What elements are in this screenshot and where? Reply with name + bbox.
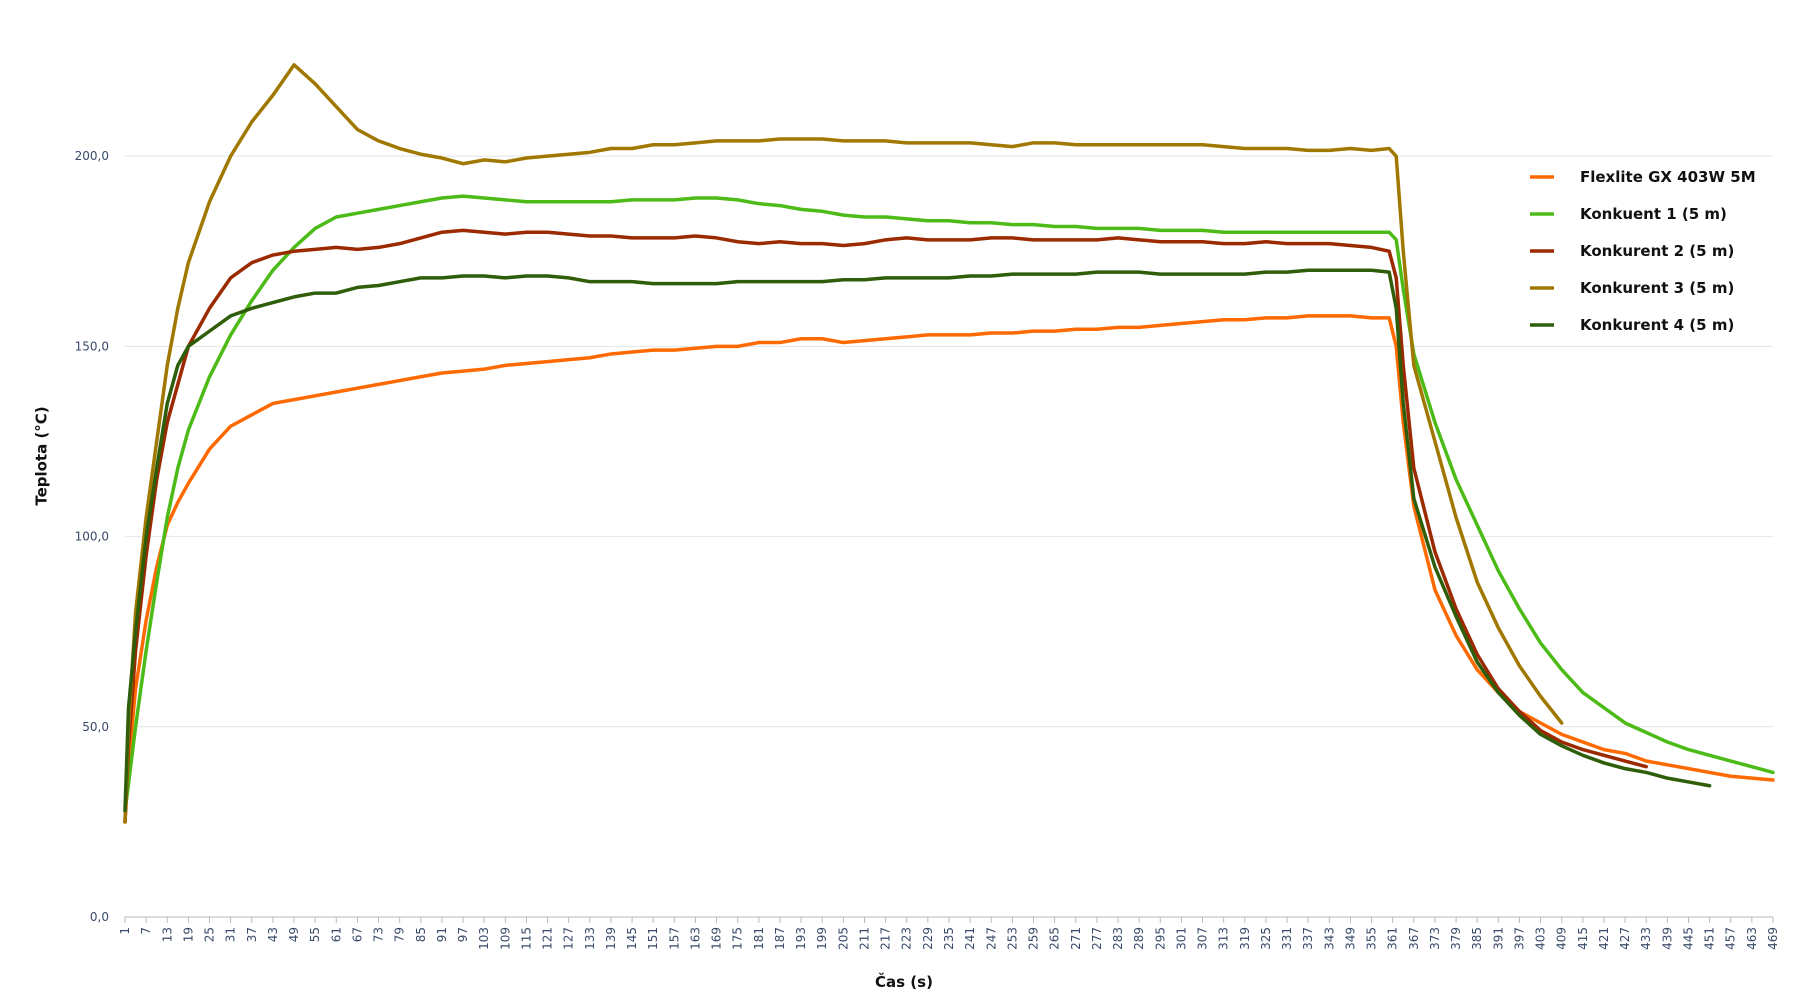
x-tick-label: 451 bbox=[1703, 927, 1717, 950]
x-tick-label: 175 bbox=[731, 927, 745, 950]
y-tick-label: 100,0 bbox=[75, 530, 109, 544]
x-tick-label: 433 bbox=[1639, 927, 1653, 950]
x-tick-label: 223 bbox=[900, 927, 914, 950]
x-tick-label: 97 bbox=[456, 927, 470, 942]
x-tick-label: 49 bbox=[287, 927, 301, 942]
x-tick-label: 463 bbox=[1745, 927, 1759, 950]
x-tick-label: 247 bbox=[984, 927, 998, 950]
x-tick-label: 445 bbox=[1681, 927, 1695, 950]
x-tick-label: 277 bbox=[1090, 927, 1104, 950]
x-tick-label: 295 bbox=[1153, 927, 1167, 950]
x-tick-label: 115 bbox=[519, 927, 533, 950]
series-line bbox=[123, 194, 1775, 813]
x-tick-label: 403 bbox=[1534, 927, 1548, 950]
x-tick-label: 19 bbox=[181, 927, 195, 942]
y-tick-label: 50,0 bbox=[82, 720, 109, 734]
x-tick-label: 289 bbox=[1132, 927, 1146, 950]
x-tick-label: 217 bbox=[879, 927, 893, 950]
y-axis-title: Teplota (°C) bbox=[33, 406, 51, 505]
x-tick-label: 307 bbox=[1196, 927, 1210, 950]
x-tick-label: 145 bbox=[625, 927, 639, 950]
x-tick-label: 313 bbox=[1217, 927, 1231, 950]
x-tick-label: 103 bbox=[477, 927, 491, 950]
x-axis-title: Čas (s) bbox=[875, 972, 933, 991]
x-tick-label: 229 bbox=[921, 927, 935, 950]
x-tick-label: 343 bbox=[1322, 927, 1336, 950]
x-tick-label: 391 bbox=[1491, 927, 1505, 950]
x-tick-label: 37 bbox=[245, 927, 259, 942]
x-tick-label: 409 bbox=[1555, 927, 1569, 950]
x-tick-label: 31 bbox=[224, 927, 238, 942]
series-line bbox=[123, 314, 1775, 824]
x-tick-label: 193 bbox=[794, 927, 808, 950]
x-tick-label: 259 bbox=[1027, 927, 1041, 950]
y-tick-label: 0,0 bbox=[90, 910, 109, 924]
x-tick-label: 349 bbox=[1343, 927, 1357, 950]
x-tick-label: 73 bbox=[372, 927, 386, 942]
x-tick-label: 187 bbox=[773, 927, 787, 950]
x-tick-label: 55 bbox=[308, 927, 322, 942]
x-tick-label: 385 bbox=[1470, 927, 1484, 950]
series-line bbox=[123, 63, 1564, 824]
x-tick-label: 133 bbox=[583, 927, 597, 950]
legend-label: Konkurent 4 (5 m) bbox=[1580, 316, 1734, 334]
x-tick-label: 235 bbox=[942, 927, 956, 950]
series-line bbox=[123, 228, 1648, 824]
x-tick-label: 283 bbox=[1111, 927, 1125, 950]
x-tick-label: 43 bbox=[266, 927, 280, 942]
x-tick-label: 121 bbox=[541, 927, 555, 950]
x-tick-label: 271 bbox=[1069, 927, 1083, 950]
x-tick-label: 181 bbox=[752, 927, 766, 950]
x-tick-label: 415 bbox=[1576, 927, 1590, 950]
x-tick-label: 325 bbox=[1259, 927, 1273, 950]
x-tick-label: 427 bbox=[1618, 927, 1632, 950]
x-tick-label: 169 bbox=[710, 927, 724, 950]
x-tick-label: 241 bbox=[963, 927, 977, 950]
x-tick-label: 355 bbox=[1365, 927, 1379, 950]
legend-label: Konkurent 3 (5 m) bbox=[1580, 279, 1734, 297]
x-tick-label: 13 bbox=[160, 927, 174, 942]
x-tick-label: 253 bbox=[1005, 927, 1019, 950]
x-tick-label: 379 bbox=[1449, 927, 1463, 950]
x-tick-label: 439 bbox=[1660, 927, 1674, 950]
x-tick-label: 151 bbox=[646, 927, 660, 950]
x-tick-label: 139 bbox=[604, 927, 618, 950]
x-tick-label: 457 bbox=[1724, 927, 1738, 950]
x-tick-label: 163 bbox=[688, 927, 702, 950]
x-tick-label: 397 bbox=[1512, 927, 1526, 950]
y-tick-label: 200,0 bbox=[75, 149, 109, 163]
x-tick-label: 265 bbox=[1048, 927, 1062, 950]
x-tick-label: 157 bbox=[667, 927, 681, 950]
x-tick-label: 25 bbox=[203, 927, 217, 942]
x-tick-label: 205 bbox=[836, 927, 850, 950]
x-tick-label: 469 bbox=[1766, 927, 1780, 950]
x-tick-label: 421 bbox=[1597, 927, 1611, 950]
x-tick-label: 91 bbox=[435, 927, 449, 942]
legend-label: Konkuent 1 (5 m) bbox=[1580, 205, 1727, 223]
x-tick-label: 301 bbox=[1174, 927, 1188, 950]
x-tick-label: 361 bbox=[1386, 927, 1400, 950]
legend-label: Konkurent 2 (5 m) bbox=[1580, 242, 1734, 260]
x-tick-label: 373 bbox=[1428, 927, 1442, 950]
x-tick-label: 67 bbox=[350, 927, 364, 942]
x-tick-label: 319 bbox=[1238, 927, 1252, 950]
x-tick-label: 337 bbox=[1301, 927, 1315, 950]
x-tick-label: 79 bbox=[393, 927, 407, 942]
x-tick-label: 331 bbox=[1280, 927, 1294, 950]
x-tick-label: 367 bbox=[1407, 927, 1421, 950]
x-tick-label: 7 bbox=[139, 927, 153, 935]
x-tick-label: 61 bbox=[329, 927, 343, 942]
series-line bbox=[123, 268, 1712, 813]
x-tick-label: 127 bbox=[562, 927, 576, 950]
legend-label: Flexlite GX 403W 5M bbox=[1580, 168, 1756, 186]
x-tick-label: 109 bbox=[498, 927, 512, 950]
x-tick-label: 85 bbox=[414, 927, 428, 942]
x-tick-label: 211 bbox=[857, 927, 871, 950]
x-tick-label: 1 bbox=[118, 927, 132, 935]
x-tick-label: 199 bbox=[815, 927, 829, 950]
y-tick-label: 150,0 bbox=[75, 339, 109, 353]
